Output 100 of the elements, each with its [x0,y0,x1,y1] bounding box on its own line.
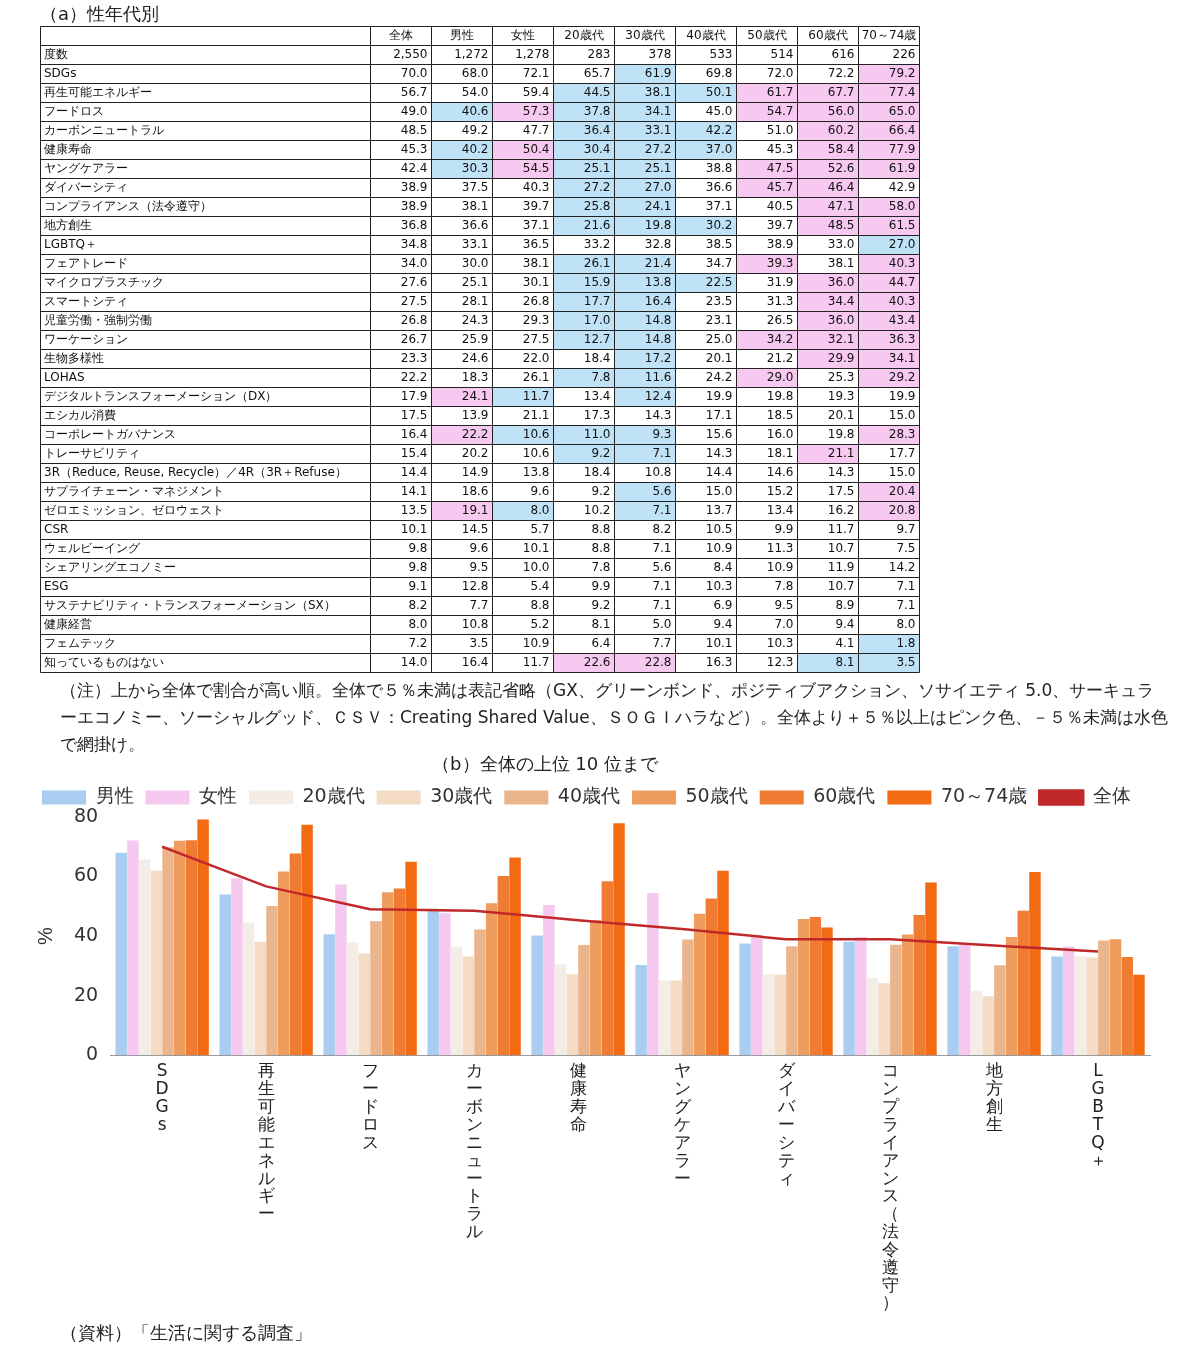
x-tick-label: 男性 [450,28,474,43]
data-label: 19.9 [705,389,733,404]
data-label: 37.1 [705,199,733,214]
data-label: 17.9 [400,389,428,404]
bar [509,857,521,1056]
data-label: 17.1 [705,408,733,423]
data-label: 34.0 [400,256,428,271]
data-label: 7.1 [896,579,916,594]
data-label: 13.9 [461,408,489,423]
bar [1086,957,1098,1056]
data-label: 37.0 [705,142,733,157]
data-label: 46.4 [827,180,855,195]
data-label: 36.0 [827,275,855,290]
data-label: 18.3 [461,370,489,385]
data-label: 27.5 [400,294,428,309]
bar [127,840,139,1056]
data-label: 61.9 [888,161,916,176]
data-label: 69.8 [705,66,733,81]
bar [485,903,498,1056]
data-label: 24.1 [461,389,489,404]
data-label: 7.8 [591,370,611,385]
data-label: 44.7 [888,275,916,290]
y-tick-label: 生物多様性 [44,351,104,366]
bar [254,941,267,1056]
data-label: 18.1 [766,446,794,461]
y-tick-label: エシカル消費 [44,408,116,423]
bar [393,888,406,1056]
data-label: 27.2 [644,142,672,157]
data-label: 33.1 [461,237,489,252]
data-label: 30.3 [461,161,489,176]
y-tick-label: 40 [73,922,99,945]
bar [289,853,302,1056]
data-label: 38.1 [644,85,672,100]
data-label: 57.3 [522,104,550,119]
bar [405,861,417,1056]
data-label: 15.4 [400,446,428,461]
data-label: 7.1 [652,446,672,461]
bar [231,878,243,1056]
y-tick-label: 健康寿命 [44,142,92,157]
y-tick-label: マイクロプラスチック [44,275,164,290]
data-label: 61.9 [644,66,672,81]
data-label: 52.6 [827,161,855,176]
data-label: 13.8 [644,275,672,290]
legend-label: 全体 [1092,784,1131,807]
data-label: 38.1 [522,256,550,271]
data-label: 72.1 [522,66,550,81]
data-label: 7.5 [896,541,916,556]
data-label: 34.2 [766,332,794,347]
bar [531,935,543,1056]
data-label: 26.7 [400,332,428,347]
data-label: 13.8 [522,465,550,480]
bar [1005,936,1018,1056]
bar [185,840,198,1056]
data-label: 27.0 [644,180,672,195]
data-label: 25.3 [827,370,855,385]
bar [566,974,578,1056]
data-label: 22.8 [644,655,672,670]
bar [1074,956,1087,1056]
data-label: 8.8 [591,522,611,537]
data-label: 38.9 [400,180,428,195]
data-label: 26.8 [522,294,550,309]
y-tick-label: CSR [44,522,69,537]
bar [601,881,614,1056]
data-label: 34.7 [705,256,733,271]
data-label: 79.2 [888,66,916,81]
legend-label: 20歳代 [302,784,365,807]
data-label: 72.2 [827,66,855,81]
y-tick-label: LGBTQ＋ [44,237,97,252]
y-tick-label: コンプライアンス（法令遵守） [44,199,212,214]
data-label: 8.8 [530,598,550,613]
data-label: 38.8 [705,161,733,176]
data-label: 32.8 [644,237,672,252]
data-label: 9.6 [530,484,550,499]
text: （資料）「生活に関する調査」 [60,1321,313,1345]
chart-title: （b）全体の上位 10 位まで [432,753,658,774]
data-label: 14.6 [766,465,794,480]
data-label: 10.7 [827,579,855,594]
data-label: 16.2 [827,503,855,518]
y-tick-label: フェアトレード [44,256,128,271]
data-label: 66.4 [888,123,916,138]
data-label: 38.1 [461,199,489,214]
data-label: 12.7 [583,332,611,347]
data-label: 23.5 [705,294,733,309]
data-label: 13.4 [766,503,794,518]
data-label: 18.4 [583,465,611,480]
bar [1098,940,1110,1056]
data-label: 10.2 [583,503,611,518]
data-label: 11.9 [827,560,855,575]
bar [739,943,751,1056]
x-tick-label: 地方創生 [984,1060,1003,1134]
data-label: 10.9 [766,560,794,575]
data-label: 30.4 [583,142,611,157]
x-tick-label: ヤングケアラー [673,1060,692,1188]
data-label: 9.6 [469,541,489,556]
data-label: 33.2 [583,237,611,252]
data-label: 15.6 [705,427,733,442]
data-label: 7.7 [469,598,489,613]
data-label: 44.5 [583,85,611,100]
data-label: 17.7 [888,446,916,461]
bar [1121,956,1133,1056]
